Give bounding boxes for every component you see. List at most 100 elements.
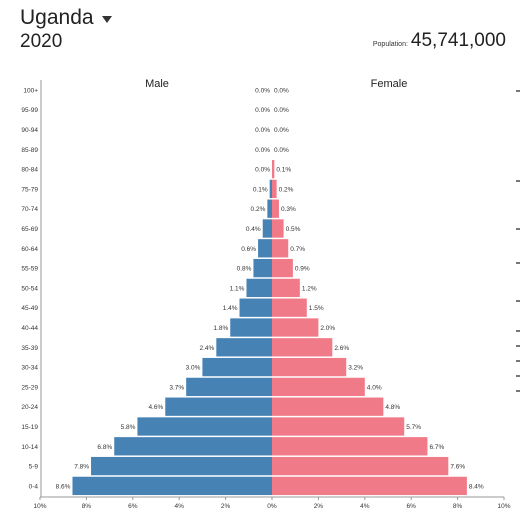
x-tick-label: 10% [497,503,510,510]
data-label-male: 3.7% [169,384,184,391]
bar-male [269,179,272,199]
age-group-label: 35-39 [21,345,38,352]
age-group-label: 90-94 [21,127,38,134]
caret-down-icon[interactable] [101,16,112,23]
bar-female [272,318,319,337]
age-group-label: 25-29 [21,384,38,391]
data-label-female: 6.7% [429,444,444,451]
bar-female [272,397,384,416]
age-group-label: 0-4 [29,483,39,490]
bar-female [272,476,467,496]
bar-male [267,199,272,218]
population-value: 45,741,000 [410,30,506,51]
x-tick-label: 4% [360,503,370,510]
bar-female [272,338,333,357]
x-tick-label: 2% [314,503,324,510]
data-label-female: 0.1% [276,167,291,174]
data-label-female: 7.6% [450,464,465,471]
data-label-female: 0.9% [295,266,310,273]
sidebar-edge-mark [516,300,520,302]
data-label-male: 4.6% [148,404,163,411]
x-tick-label: 8% [82,503,92,510]
x-tick-label: 2% [221,503,231,510]
data-label-male: 1.4% [223,305,238,312]
data-label-male: 5.8% [121,424,136,431]
data-label-male: 7.8% [74,464,89,471]
age-group-label: 100+ [23,87,38,94]
data-label-male: 0.0% [255,107,270,114]
bar-male [216,338,272,357]
data-label-male: 0.1% [253,186,268,193]
age-group-label: 75-79 [21,186,38,193]
data-label-female: 0.2% [279,186,294,193]
country-selector[interactable]: Uganda [20,6,112,30]
data-label-female: 8.4% [469,483,484,490]
data-label-female: 2.6% [334,345,349,352]
data-label-male: 0.0% [255,147,270,154]
bar-male [186,377,272,397]
bar-male [137,417,272,436]
data-label-male: 0.0% [255,127,270,134]
bar-female [272,179,277,199]
age-group-label: 5-9 [29,464,39,471]
x-tick-label: 4% [174,503,184,510]
bar-female [272,219,284,238]
data-label-female: 0.0% [274,87,289,94]
x-tick-label: 10% [33,503,46,510]
bar-female [272,456,449,476]
bar-female [272,417,405,436]
bar-female [272,437,428,456]
country-name: Uganda [20,6,94,29]
age-group-label: 10-14 [21,444,38,451]
data-label-female: 0.0% [274,127,289,134]
data-label-female: 1.2% [302,285,317,292]
data-label-female: 3.2% [348,365,363,372]
bar-female [272,298,307,317]
sidebar-edge-mark [516,390,520,392]
data-label-female: 4.0% [367,384,382,391]
data-label-female: 0.3% [281,206,296,213]
bar-male [258,239,272,258]
x-tick-label: 0% [267,503,277,510]
data-label-male: 0.0% [255,167,270,174]
bar-male [114,437,273,456]
age-group-label: 80-84 [21,167,38,174]
age-group-label: 85-89 [21,147,38,154]
data-label-female: 0.0% [274,107,289,114]
age-group-label: 60-64 [21,246,38,253]
data-label-female: 0.0% [274,147,289,154]
bar-male [239,298,272,317]
bar-male [202,357,272,377]
data-label-male: 6.8% [97,444,112,451]
sidebar-edge-mark [516,345,520,347]
data-label-female: 2.0% [320,325,335,332]
x-tick-label: 6% [128,503,138,510]
sidebar-edge-mark [516,360,520,362]
data-label-male: 0.6% [241,246,256,253]
data-label-male: 2.4% [199,345,214,352]
data-label-male: 0.4% [246,226,261,233]
bar-female [272,199,279,218]
sidebar-edge-mark [516,90,520,92]
data-label-male: 8.6% [56,483,71,490]
age-group-label: 55-59 [21,266,38,273]
sidebar-edge-mark [516,375,520,377]
sidebar-edge-mark [516,228,520,230]
population-label: Population: [372,41,408,48]
sidebar-edge-mark [516,330,520,332]
age-group-label: 15-19 [21,424,38,431]
bar-male [262,219,272,238]
age-group-label: 50-54 [21,285,38,292]
x-tick-label: 8% [453,503,463,510]
data-label-female: 0.5% [286,226,301,233]
age-group-label: 65-69 [21,226,38,233]
bar-female [272,159,275,179]
age-group-label: 70-74 [21,206,38,213]
age-group-label: 20-24 [21,404,38,411]
bar-female [272,278,300,298]
age-group-label: 30-34 [21,365,38,372]
bar-female [272,258,293,278]
age-group-label: 95-99 [21,107,38,114]
data-label-female: 5.7% [406,424,421,431]
